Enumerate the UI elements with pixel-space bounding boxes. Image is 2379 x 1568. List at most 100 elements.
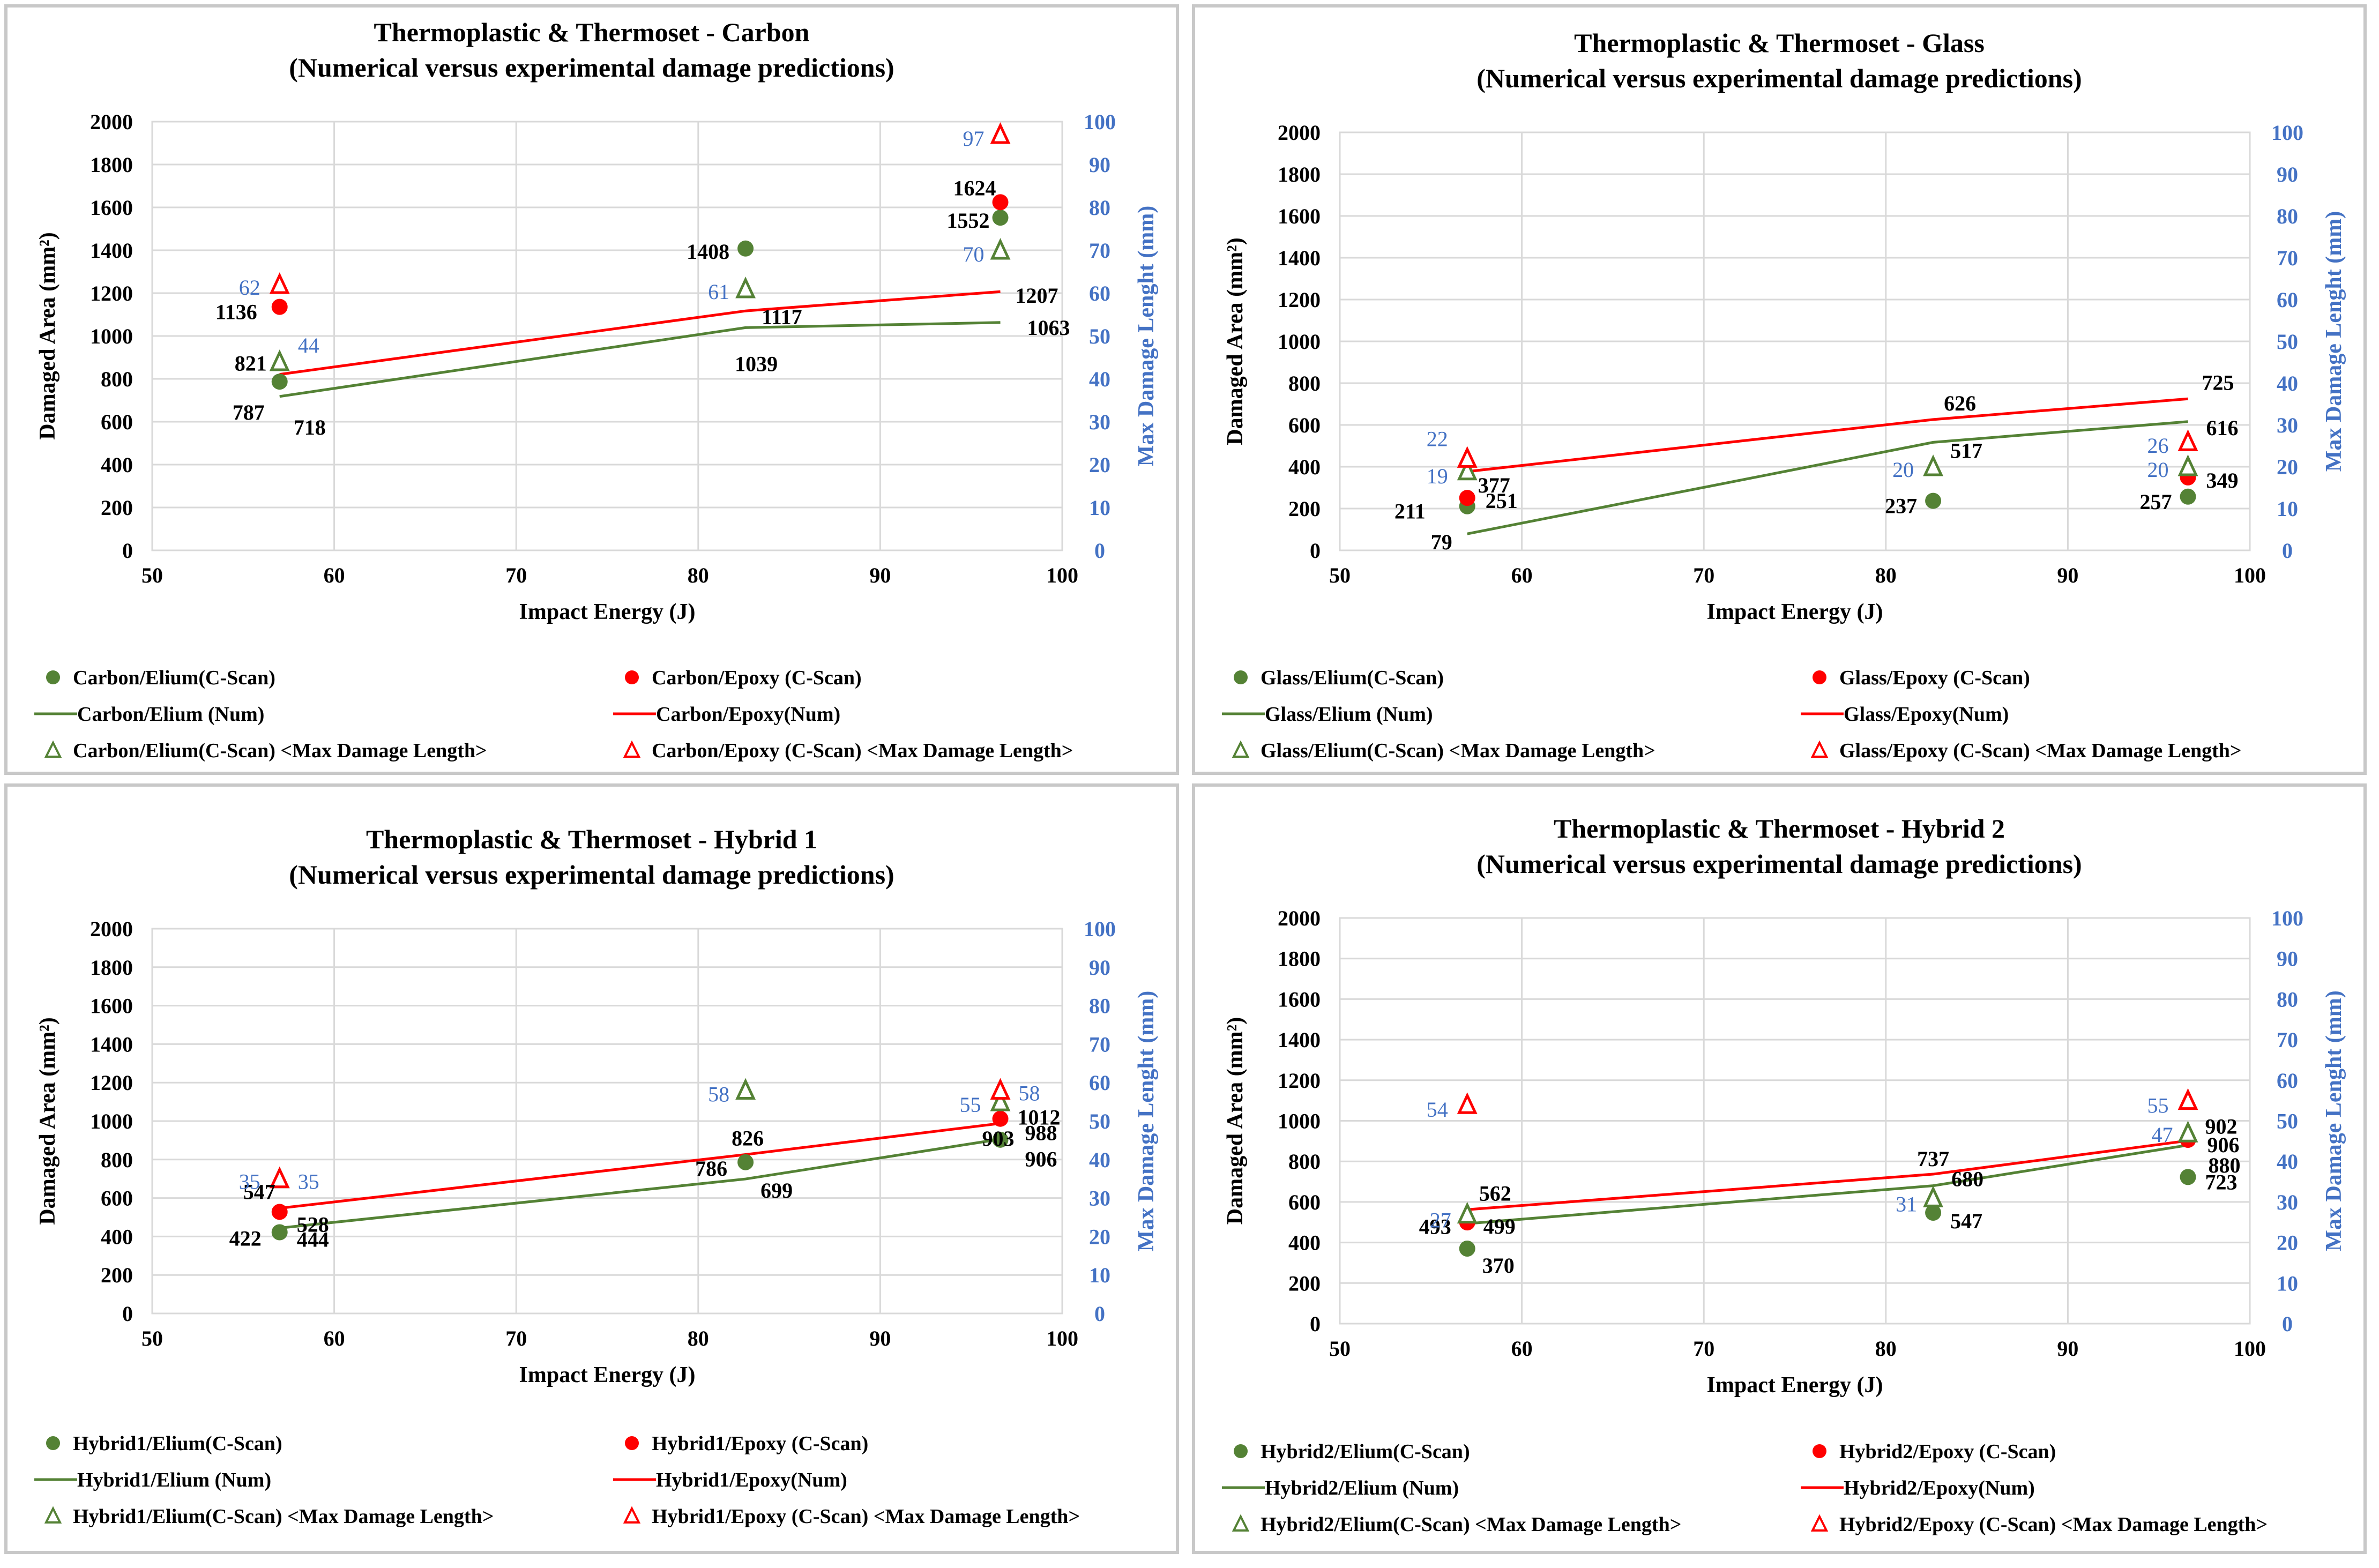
data-label: 902: [2205, 1115, 2238, 1139]
y-axis-title: Damaged Area (mm²): [35, 232, 60, 439]
x-tick-label: 50: [141, 563, 163, 587]
y2-tick-label: 0: [1094, 1302, 1105, 1326]
y2-axis-title: Max Damage Lenght (mm): [2322, 990, 2346, 1251]
x-tick-label: 70: [505, 1326, 527, 1350]
chart-subtitle: (Numerical versus experimental damage pr…: [1476, 849, 2082, 879]
legend-entry: Hybrid1/Elium (Num): [77, 1469, 271, 1491]
data-label: 20: [1892, 458, 1914, 482]
chart-panel-carbon: Thermoplastic & Thermoset - Carbon (Numer…: [4, 4, 1179, 775]
y-axis-title: Damaged Area (mm²): [1223, 1017, 1248, 1224]
data-label: 97: [963, 126, 985, 151]
x-axis-title: Impact Energy (J): [519, 1363, 696, 1387]
data-point-triangle: [990, 238, 1011, 260]
x-tick-label: 50: [141, 1326, 163, 1350]
legend-swatch-triangle: [1232, 1514, 1250, 1532]
y-tick-label: 800: [1288, 371, 1321, 395]
series-line: [279, 1138, 1001, 1230]
y2-tick-label: 50: [2277, 330, 2298, 354]
x-tick-label: 70: [1693, 1336, 1714, 1361]
legend-entry: Carbon/Elium(C-Scan): [73, 667, 275, 689]
y2-tick-label: 70: [1089, 1032, 1110, 1056]
legend-entry: Hybrid2/Elium(C-Scan): [1261, 1440, 1470, 1463]
x-tick-label: 90: [869, 563, 891, 587]
legend-swatch-circle: [46, 1436, 60, 1450]
y2-tick-label: 100: [1084, 917, 1116, 941]
data-label: 55: [960, 1093, 981, 1117]
data-point-circle: [992, 1110, 1009, 1127]
data-label: 58: [1019, 1081, 1040, 1106]
y-tick-label: 1200: [90, 281, 133, 305]
legend-swatch-triangle: [1810, 1514, 1829, 1532]
x-tick-label: 80: [1875, 563, 1897, 587]
y-tick-label: 1200: [1278, 1069, 1321, 1093]
legend-entry: Hybrid2/Elium (Num): [1265, 1477, 1459, 1499]
x-axis-title: Impact Energy (J): [1707, 600, 1883, 624]
series-line: [1467, 397, 2188, 473]
data-label: 880: [2209, 1153, 2241, 1177]
data-point-triangle: [2177, 429, 2198, 451]
legend-swatch-circle: [1234, 670, 1248, 684]
y2-axis-title: Max Damage Lenght (mm): [1134, 206, 1159, 466]
data-point-triangle: [2177, 1088, 2198, 1110]
y2-tick-label: 20: [1089, 453, 1110, 477]
y2-tick-label: 40: [1089, 367, 1110, 391]
data-point-triangle: [1457, 458, 1478, 481]
x-tick-label: 90: [2057, 563, 2078, 587]
legend-entry: Carbon/Epoxy (C-Scan) <Max Damage Length…: [652, 740, 1073, 762]
x-tick-label: 100: [2234, 1336, 2266, 1361]
x-tick-label: 90: [869, 1326, 891, 1350]
x-tick-label: 100: [1046, 563, 1078, 587]
x-tick-label: 50: [1329, 563, 1351, 587]
y-tick-label: 600: [1288, 1190, 1321, 1214]
data-point-triangle: [1457, 446, 1478, 468]
data-label: 26: [2147, 434, 2169, 458]
data-point-triangle: [990, 122, 1011, 144]
y-tick-label: 1000: [90, 324, 133, 348]
data-label: 680: [1951, 1167, 1983, 1191]
data-label: 786: [695, 1156, 727, 1181]
legend-entry: Carbon/Elium(C-Scan) <Max Damage Length>: [73, 740, 487, 762]
y-tick-label: 1800: [1278, 162, 1321, 186]
y2-tick-label: 70: [1089, 238, 1110, 263]
y-tick-label: 400: [1288, 1231, 1321, 1255]
y2-tick-label: 10: [2277, 1271, 2298, 1295]
data-point-circle: [737, 240, 754, 257]
data-label: 257: [2140, 490, 2172, 514]
x-tick-label: 60: [1511, 563, 1533, 587]
data-point-circle: [271, 298, 288, 315]
data-label: 547: [243, 1180, 275, 1204]
data-point-circle: [1925, 1204, 1942, 1221]
x-tick-label: 90: [2057, 1336, 2078, 1361]
legend-entry: Hybrid1/Epoxy (C-Scan): [652, 1432, 868, 1455]
chart-glass: Thermoplastic & Thermoset - Glass (Numeri…: [1222, 28, 2346, 762]
series-line: [1467, 420, 2188, 535]
y2-tick-label: 80: [1089, 994, 1110, 1018]
data-label: 62: [239, 275, 260, 300]
y2-tick-label: 0: [1094, 539, 1105, 563]
legend-swatch-circle: [1813, 1444, 1826, 1458]
legend-swatch-circle: [1813, 670, 1826, 684]
y2-axis-title: Max Damage Lenght (mm): [2322, 211, 2346, 472]
data-label: 44: [298, 333, 319, 357]
chart-subtitle: (Numerical versus experimental damage pr…: [1476, 63, 2082, 93]
data-point-triangle: [269, 1166, 290, 1189]
plot-area: [1339, 917, 2251, 1325]
y-tick-label: 1200: [90, 1071, 133, 1095]
legend-entry: Hybrid2/Elium(C-Scan) <Max Damage Length…: [1261, 1513, 1681, 1536]
legend-entry: Hybrid1/Elium(C-Scan): [73, 1432, 282, 1455]
data-point-triangle: [2177, 454, 2198, 476]
data-point-triangle: [1457, 1201, 1478, 1224]
chart-carbon: Thermoplastic & Thermoset - Carbon (Numer…: [34, 17, 1159, 762]
series-line: [279, 321, 1001, 398]
x-tick-label: 100: [1046, 1326, 1078, 1350]
data-label: 906: [2208, 1133, 2240, 1157]
data-label: 349: [2206, 468, 2239, 492]
chart-title: Thermoplastic & Thermoset - Glass: [1574, 28, 1985, 58]
y-tick-label: 0: [122, 1302, 133, 1326]
data-label: 1624: [953, 176, 996, 200]
y2-tick-label: 50: [2277, 1109, 2298, 1133]
legend-swatch-circle: [1234, 1444, 1248, 1458]
legend-entry: Carbon/Epoxy(Num): [656, 703, 840, 726]
y-tick-label: 1000: [1278, 330, 1321, 354]
